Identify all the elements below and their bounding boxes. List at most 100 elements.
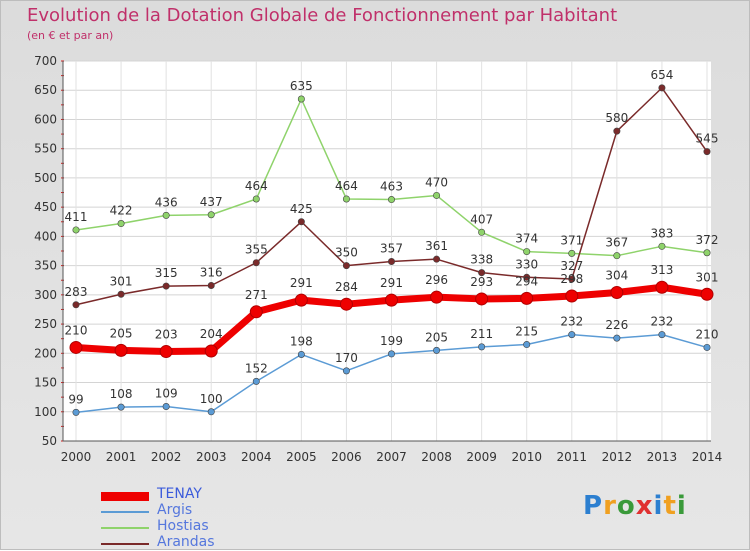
data-point-arandas <box>342 262 350 270</box>
x-tick-label: 2007 <box>376 450 407 464</box>
data-point-arandas <box>478 269 486 277</box>
data-point-tenay <box>520 291 534 305</box>
y-tick-label: 650 <box>34 83 57 97</box>
data-point-argis <box>387 350 395 358</box>
data-point-argis <box>342 367 350 375</box>
data-label-tenay: 304 <box>605 269 628 283</box>
data-point-tenay <box>655 280 669 294</box>
data-point-tenay <box>339 297 353 311</box>
data-point-arandas <box>523 273 531 281</box>
data-label-hostias: 463 <box>380 180 403 194</box>
data-label-tenay: 313 <box>650 263 673 277</box>
data-point-tenay <box>249 305 263 319</box>
data-label-tenay: 294 <box>515 274 538 288</box>
data-label-tenay: 293 <box>470 275 493 289</box>
data-label-tenay: 296 <box>425 273 448 287</box>
x-tick-label: 2013 <box>647 450 678 464</box>
x-tick-label: 2009 <box>466 450 497 464</box>
data-point-tenay <box>475 292 489 306</box>
data-label-argis: 232 <box>650 315 673 329</box>
x-tick-label: 2014 <box>692 450 723 464</box>
proxiti-logo: Proxiti <box>583 491 687 521</box>
data-point-hostias <box>162 211 170 219</box>
y-tick-label: 700 <box>34 54 57 68</box>
y-tick-label: 600 <box>34 112 57 126</box>
data-label-arandas: 301 <box>110 274 133 288</box>
data-point-argis <box>162 403 170 411</box>
data-label-arandas: 355 <box>245 243 268 257</box>
data-point-hostias <box>117 220 125 228</box>
data-point-argis <box>117 403 125 411</box>
data-point-hostias <box>207 211 215 219</box>
y-tick-label: 500 <box>34 171 57 185</box>
data-point-hostias <box>613 252 621 260</box>
data-point-arandas <box>658 84 666 92</box>
legend-label-tenay: TENAY <box>157 486 202 502</box>
data-label-argis: 199 <box>380 334 403 348</box>
data-point-hostias <box>658 242 666 250</box>
x-tick-label: 2005 <box>286 450 317 464</box>
data-point-hostias <box>433 191 441 199</box>
data-point-tenay <box>385 293 398 307</box>
legend-label-argis: Argis <box>157 502 193 518</box>
data-label-hostias: 436 <box>155 195 178 209</box>
data-point-tenay <box>700 287 714 301</box>
data-label-arandas: 361 <box>425 239 448 253</box>
data-label-argis: 109 <box>155 387 178 401</box>
data-point-argis <box>252 377 260 385</box>
legend-swatch-hostias <box>101 527 149 529</box>
x-tick-label: 2004 <box>241 450 272 464</box>
data-point-arandas <box>433 255 441 263</box>
data-label-hostias: 372 <box>696 233 719 247</box>
data-label-arandas: 580 <box>605 111 628 125</box>
data-point-tenay <box>159 345 173 359</box>
data-point-arandas <box>117 290 125 298</box>
data-label-hostias: 407 <box>470 212 493 226</box>
chart-title: Evolution de la Dotation Globale de Fonc… <box>27 5 618 26</box>
data-label-hostias: 635 <box>290 79 313 93</box>
data-label-tenay: 205 <box>110 326 133 340</box>
y-tick-label: 150 <box>34 376 57 390</box>
legend-swatch-arandas <box>101 543 149 545</box>
data-point-arandas <box>703 148 711 156</box>
data-point-hostias <box>387 196 395 204</box>
data-label-argis: 215 <box>515 325 538 339</box>
data-point-arandas <box>387 258 395 266</box>
data-point-hostias <box>568 249 576 257</box>
data-point-hostias <box>523 248 531 256</box>
data-label-arandas: 654 <box>650 68 673 82</box>
x-tick-label: 2002 <box>151 450 182 464</box>
data-point-argis <box>207 408 215 416</box>
data-point-tenay <box>69 340 83 354</box>
y-tick-label: 250 <box>34 317 57 331</box>
y-tick-label: 50 <box>42 434 57 448</box>
data-point-argis <box>658 331 666 339</box>
data-label-hostias: 371 <box>560 233 583 247</box>
data-label-arandas: 357 <box>380 242 403 256</box>
data-label-hostias: 383 <box>650 226 673 240</box>
data-label-tenay: 291 <box>290 276 313 290</box>
data-point-hostias <box>297 95 305 103</box>
data-label-hostias: 470 <box>425 175 448 189</box>
data-label-tenay: 271 <box>245 288 268 302</box>
y-tick-label: 400 <box>34 229 57 243</box>
data-label-argis: 100 <box>200 392 223 406</box>
plot-area <box>63 61 711 441</box>
data-label-arandas: 545 <box>696 132 719 146</box>
data-label-argis: 152 <box>245 361 268 375</box>
data-point-hostias <box>703 249 711 257</box>
data-label-argis: 198 <box>290 334 313 348</box>
data-label-arandas: 315 <box>155 266 178 280</box>
data-point-arandas <box>207 281 215 289</box>
y-tick-label: 300 <box>34 288 57 302</box>
data-point-argis <box>72 408 80 416</box>
data-label-argis: 232 <box>560 315 583 329</box>
data-point-arandas <box>252 259 260 267</box>
data-label-hostias: 422 <box>110 204 133 218</box>
data-point-tenay <box>430 290 444 304</box>
data-point-tenay <box>204 344 218 358</box>
data-point-hostias <box>252 195 260 203</box>
data-point-argis <box>297 350 305 358</box>
data-label-arandas: 283 <box>65 285 88 299</box>
